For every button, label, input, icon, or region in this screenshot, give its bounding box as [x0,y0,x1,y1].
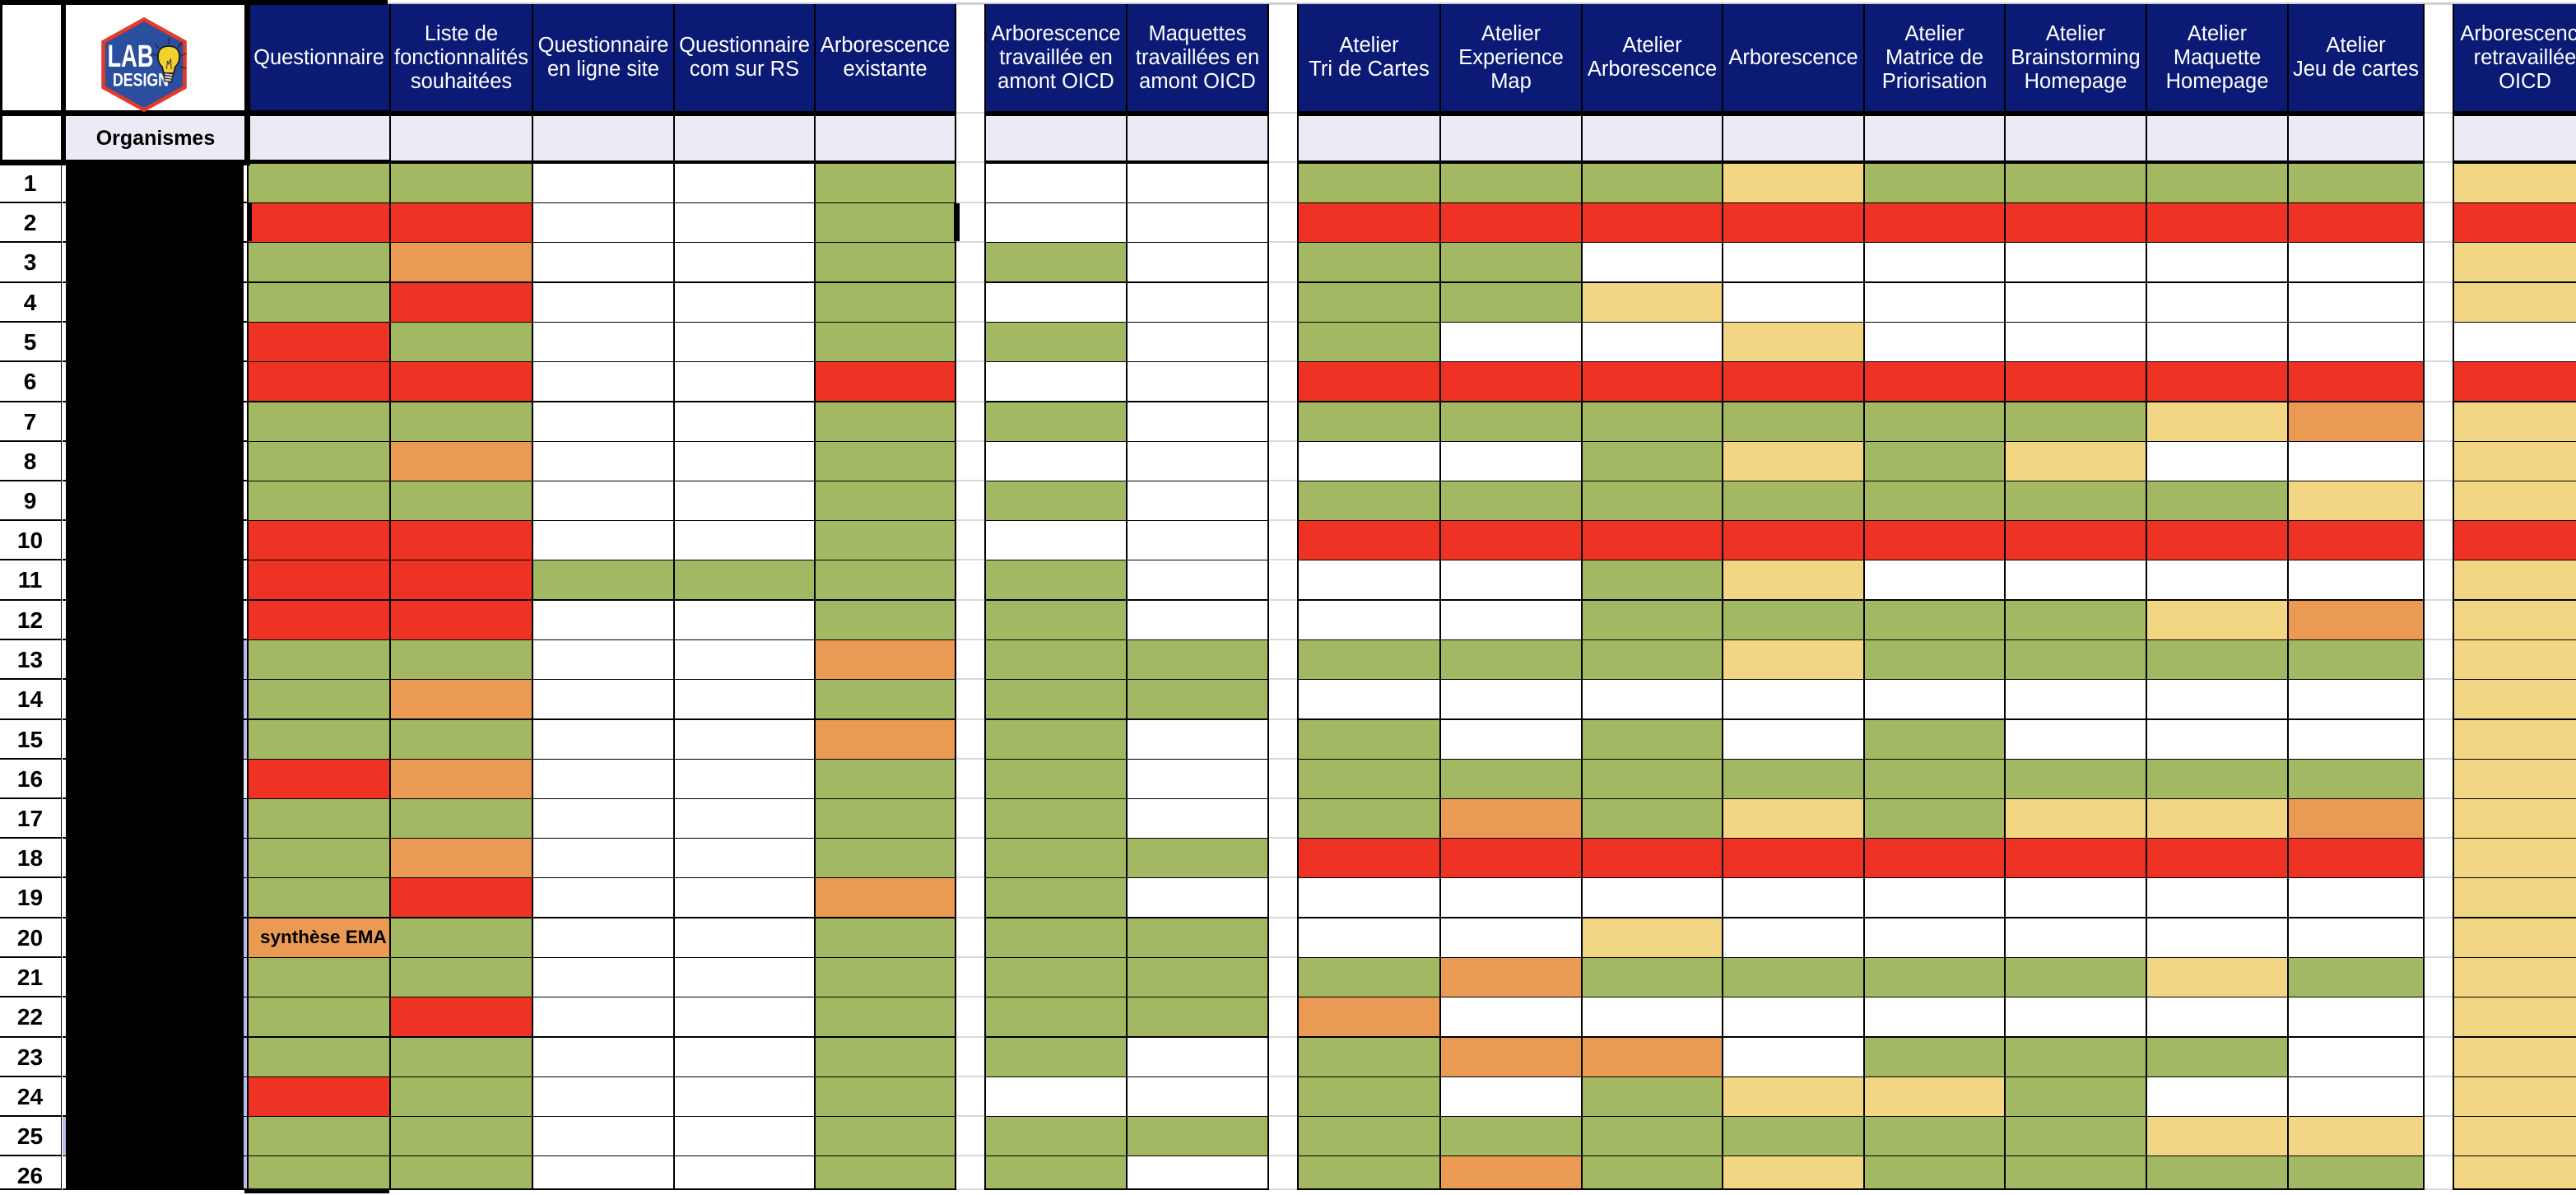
svg-text:LAB: LAB [108,40,154,74]
svg-text:DESIGN: DESIGN [113,70,169,91]
